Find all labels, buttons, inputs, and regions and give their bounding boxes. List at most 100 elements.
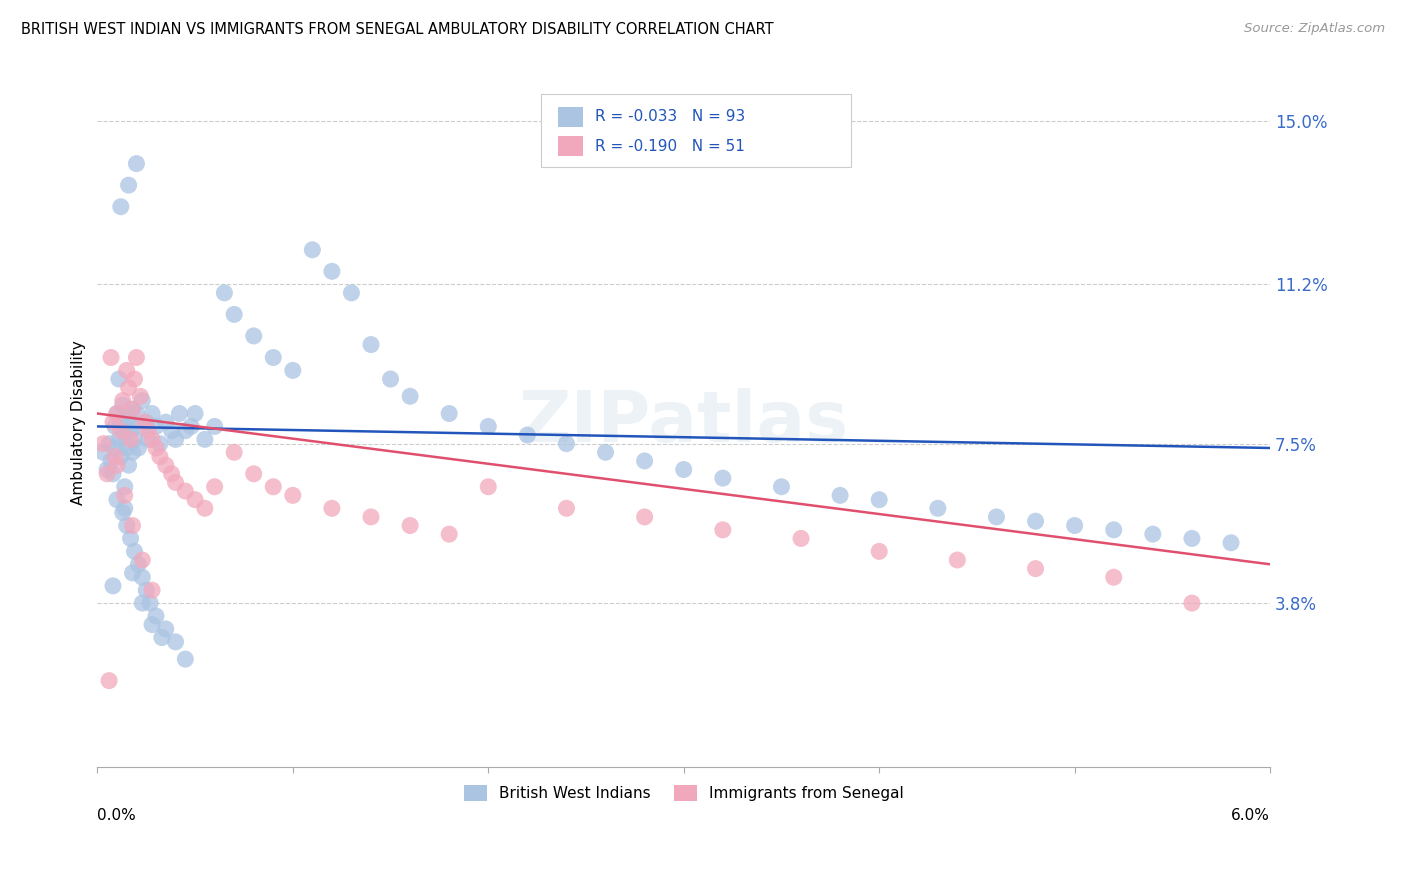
Point [174,652,197,666]
Point [262,351,284,365]
Point [155,458,177,473]
Point [1063,518,1085,533]
Point [1025,514,1047,528]
Point [129,389,152,403]
Point [127,441,149,455]
Point [111,506,134,520]
Point [149,436,172,450]
Point [224,445,246,459]
Point [437,527,460,541]
Point [104,419,127,434]
Point [105,458,128,473]
Point [96,467,118,481]
Point [174,424,197,438]
Point [129,419,152,434]
Point [399,518,422,533]
Point [124,544,146,558]
Point [242,467,264,481]
Point [1102,570,1125,584]
Point [110,200,132,214]
Point [711,471,734,485]
Point [141,617,163,632]
Point [114,488,136,502]
Point [114,501,136,516]
Point [477,419,499,434]
Point [340,285,363,300]
Text: 6.0%: 6.0% [1232,808,1270,823]
Text: R = -0.033   N = 93: R = -0.033 N = 93 [595,110,745,124]
Point [1181,596,1204,610]
Point [262,480,284,494]
Point [1181,532,1204,546]
Point [125,407,148,421]
Point [165,635,187,649]
Point [184,407,207,421]
Point [516,428,538,442]
Point [121,402,143,417]
Point [101,467,124,481]
Point [91,445,114,459]
Point [555,436,578,450]
Point [131,596,153,610]
Point [120,532,142,546]
Point [477,480,499,494]
Point [281,363,304,377]
Point [399,389,422,403]
Point [301,243,323,257]
Point [105,407,128,421]
Point [165,433,187,447]
Point [111,398,134,412]
Point [145,441,167,455]
Point [242,329,264,343]
Text: ZIPatlas: ZIPatlas [519,388,849,457]
Point [633,454,655,468]
Point [131,393,153,408]
Point [125,156,148,170]
Point [117,381,139,395]
Point [180,419,202,434]
Point [121,445,143,459]
Text: R = -0.190   N = 51: R = -0.190 N = 51 [595,139,745,153]
Point [555,501,578,516]
Point [868,492,890,507]
Point [672,462,695,476]
Point [120,433,142,447]
Point [927,501,949,516]
Point [145,419,167,434]
Point [204,419,226,434]
Point [115,363,138,377]
Point [204,480,226,494]
Point [150,631,173,645]
Point [149,450,172,464]
Point [110,424,132,438]
Point [131,570,153,584]
Point [117,410,139,425]
Point [101,579,124,593]
Point [633,510,655,524]
Point [194,501,217,516]
Point [127,558,149,572]
Point [224,307,246,321]
Point [114,480,136,494]
Point [770,480,793,494]
Point [114,428,136,442]
Point [986,510,1008,524]
Point [145,609,167,624]
Point [104,450,127,464]
Point [135,583,157,598]
Point [321,501,343,516]
Point [139,596,162,610]
Point [111,393,134,408]
Point [121,402,143,417]
Point [115,441,138,455]
Text: 0.0%: 0.0% [97,808,136,823]
Point [160,467,183,481]
Point [214,285,236,300]
Point [141,583,163,598]
Point [115,518,138,533]
Point [711,523,734,537]
Point [830,488,852,502]
Point [131,553,153,567]
Point [98,436,121,450]
Point [595,445,617,459]
